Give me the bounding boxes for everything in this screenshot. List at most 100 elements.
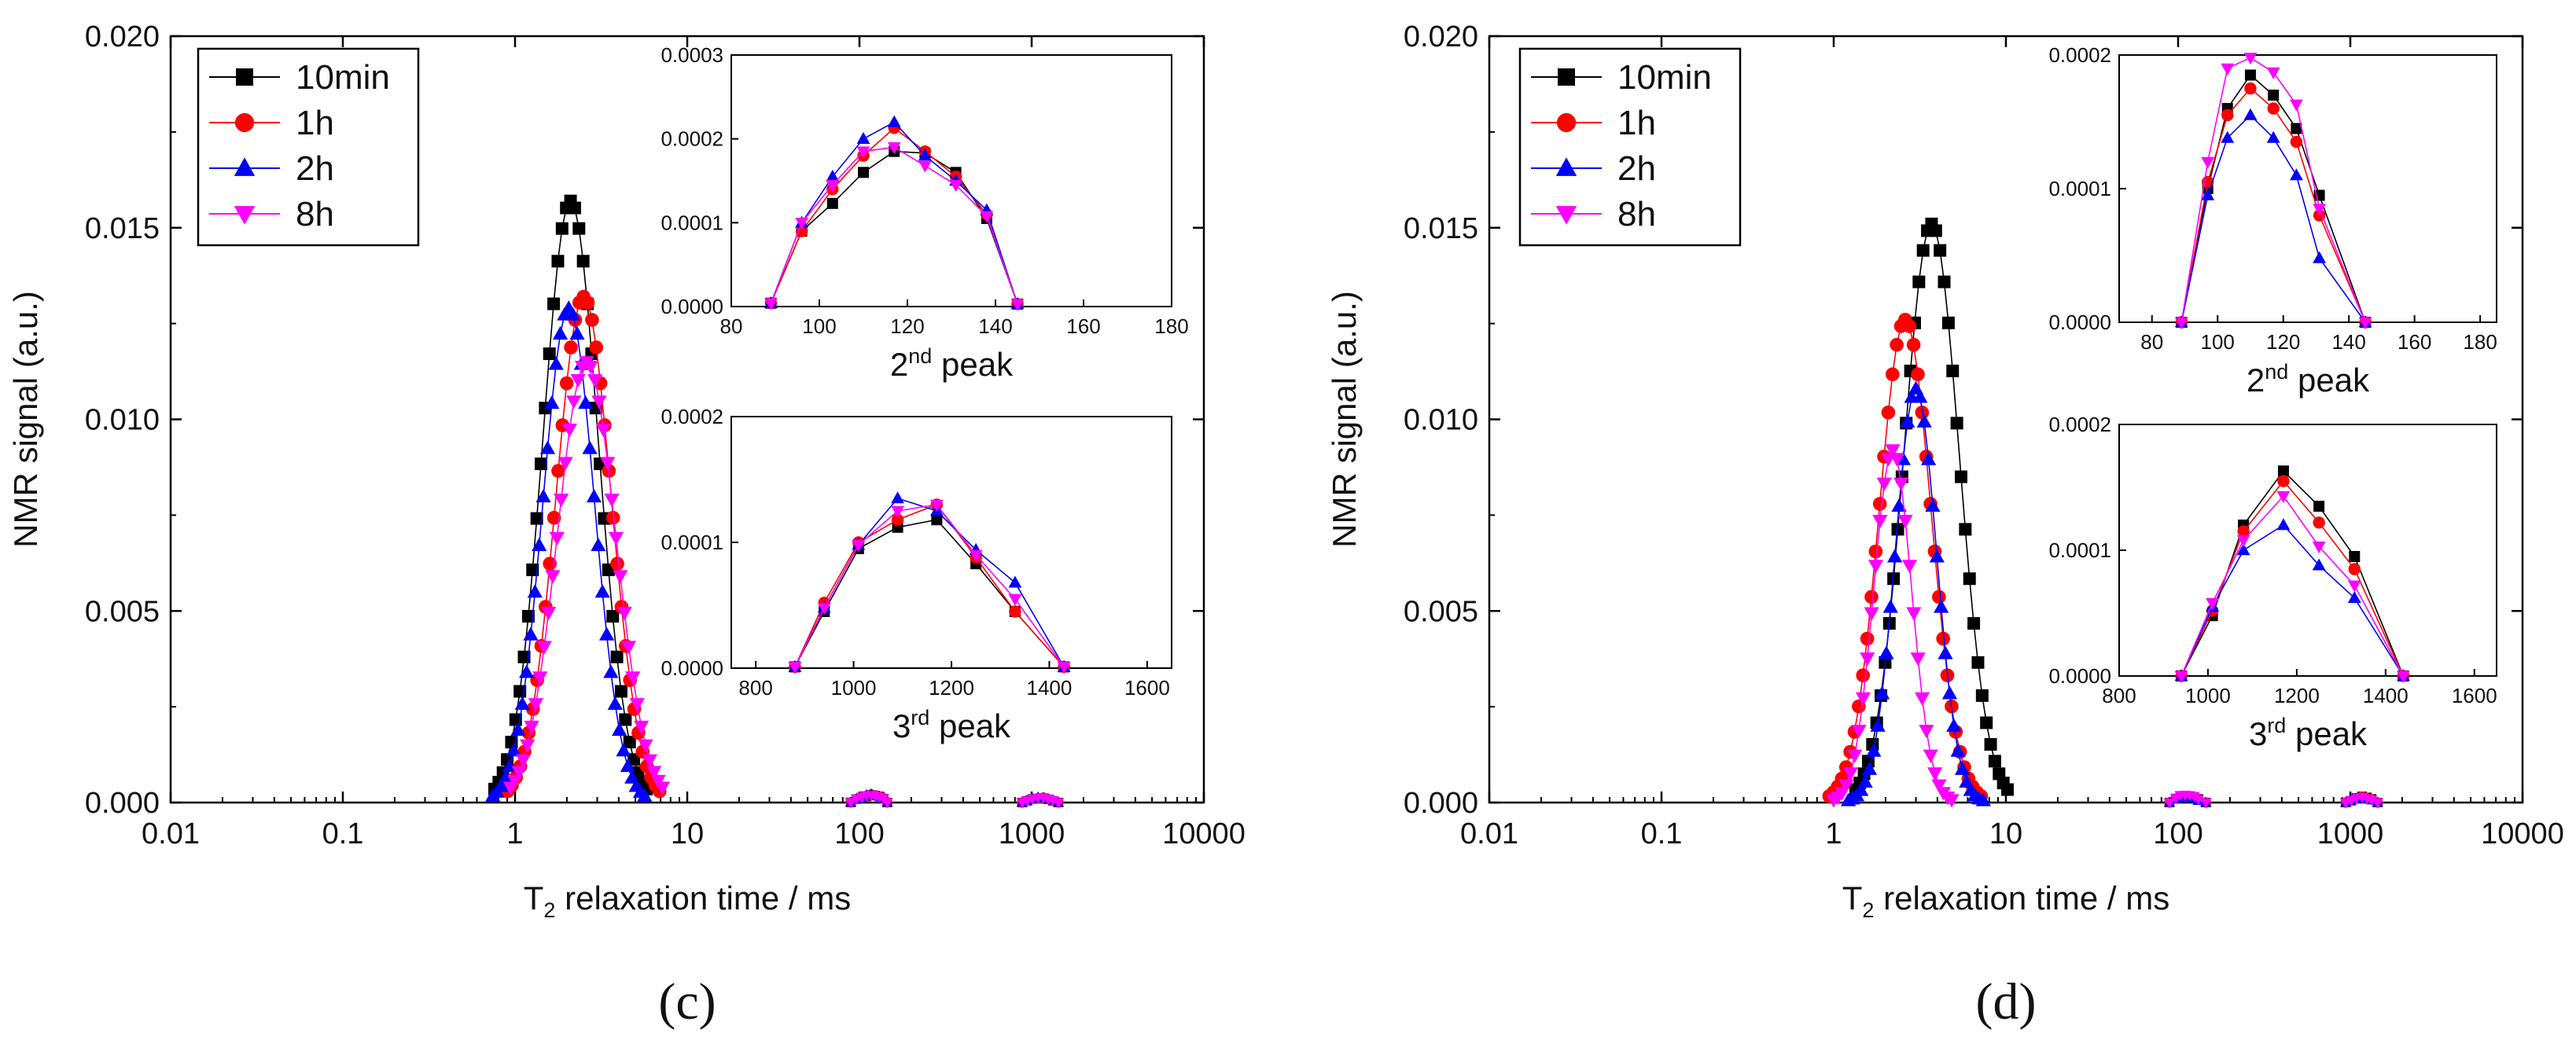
series-2h-point: [1866, 743, 1882, 757]
inset-caption: 2nd peak: [2247, 360, 2370, 399]
inset-y-tick-label: 0.0001: [2048, 538, 2111, 562]
series-2h-point: [1874, 685, 1890, 700]
inset-caption-sup: rd: [2267, 714, 2286, 737]
series-10min-point: [614, 685, 627, 698]
x-tick-label: 1: [506, 817, 523, 850]
series-2h-point: [582, 440, 598, 454]
x-axis-label-sub: 2: [1862, 898, 1874, 922]
inset-series-2h-point: [2221, 130, 2235, 143]
inset-series-8h-point: [1010, 299, 1025, 311]
series-10min-point: [623, 736, 636, 749]
x-tick-label: 10: [1989, 817, 2022, 850]
inset-caption-rest: peak: [929, 707, 1011, 744]
series-2h-point: [612, 722, 627, 737]
series-10min-point: [606, 610, 620, 623]
series-2h-point: [1929, 549, 1945, 563]
series-8h-hump-point: [2372, 798, 2383, 809]
x-axis-label-rest: relaxation time / ms: [555, 880, 851, 917]
legend: 10min 1h 2h 8h: [1518, 47, 1742, 247]
inset-x-tick-label: 1000: [2185, 684, 2231, 707]
series-1h-point: [1868, 544, 1883, 559]
series-8h-point: [616, 607, 632, 621]
inset-x-tick-label: 80: [2140, 330, 2163, 354]
series-10min-point: [547, 297, 561, 310]
series-2h-point: [552, 325, 569, 340]
inset-series-10min-line: [2180, 74, 2366, 323]
series-2h-point: [1912, 389, 1928, 403]
series-8h-point: [570, 373, 586, 388]
series-10min-point: [1934, 244, 1947, 257]
series-2h-point: [586, 488, 602, 503]
inset-y-tick-label: 0.0002: [661, 127, 723, 151]
series-8h-point: [536, 641, 552, 655]
inset-x-tick-label: 80: [720, 314, 743, 338]
series-8h-point: [1927, 767, 1943, 781]
series-2h-point: [607, 696, 623, 710]
x-axis-label: T2 relaxation time / ms: [524, 880, 851, 922]
x-tick-label: 0.01: [142, 817, 200, 850]
main-series-group: [485, 194, 1065, 809]
inset-series-2h-line: [2180, 114, 2366, 323]
inset-series-10min-point: [2291, 123, 2302, 134]
inset-series-8h-point: [2289, 99, 2303, 112]
series-10min-point: [576, 255, 590, 268]
inset-series-2h-point: [2276, 518, 2291, 531]
inset-caption: 3rd peak: [892, 706, 1011, 744]
y-tick-label: 0.010: [1404, 404, 1478, 437]
inset-series-8h-point: [826, 180, 840, 193]
inset-x-tick-label: 800: [738, 676, 772, 700]
inset-series-2h-point: [2289, 168, 2303, 181]
series-10min-point: [543, 347, 556, 361]
panel-label: (d): [1976, 973, 2037, 1030]
inset-x-tick-label: 140: [2331, 330, 2365, 354]
series-2h-point: [523, 626, 539, 641]
series-10min-point: [627, 753, 641, 766]
series-2h-point: [1857, 773, 1873, 788]
series-10min-point: [1938, 275, 1951, 288]
series-2h-point: [535, 488, 551, 503]
y-tick-label: 0.010: [85, 404, 160, 437]
series-8h-point: [1876, 477, 1892, 491]
inset-y-tick-label: 0.0000: [661, 656, 723, 680]
series-10min-point: [572, 222, 586, 235]
series-2h-point: [603, 664, 619, 678]
inset-series-1h-point: [1009, 605, 1021, 618]
series-2h-point: [1900, 413, 1915, 428]
inset-frame: [2118, 424, 2497, 677]
inset-series-8h-point: [2174, 317, 2188, 329]
series-10min-point: [521, 610, 535, 623]
inset-series-8h-point: [2347, 580, 2361, 593]
panel-label: (c): [658, 973, 716, 1030]
x-tick-label: 0.1: [1641, 817, 1683, 850]
series-2h-point: [548, 356, 564, 370]
series-1h-point: [605, 510, 620, 525]
series-2h-point: [1861, 761, 1878, 775]
series-10min-point: [555, 222, 569, 235]
inset-series-8h-point: [1057, 662, 1071, 674]
series-8h-hump-point: [1052, 798, 1065, 809]
series-10min-point: [1891, 523, 1904, 536]
inset-series-8h-point: [2174, 670, 2188, 683]
series-2h-point: [1916, 413, 1932, 428]
x-tick-label: 10000: [1162, 817, 1246, 850]
series-10min-point: [1887, 572, 1901, 586]
series-8h-hump-point: [2365, 795, 2378, 806]
inset-series-1h-line: [2180, 87, 2366, 323]
series-1h-point: [585, 313, 599, 327]
series-8h-point: [566, 395, 582, 410]
inset-x-tick-label: 160: [2398, 330, 2431, 354]
legend-label: 10min: [1617, 58, 1712, 97]
x-tick-label: 1000: [999, 817, 1065, 850]
inset-series-8h-point: [2358, 317, 2372, 329]
series-10min-point: [1963, 572, 1976, 586]
series-2h-point: [1934, 599, 1949, 613]
inset-y-tick-label: 0.0002: [661, 405, 723, 428]
series-8h-point: [1901, 560, 1918, 574]
legend-marker-10min: [236, 68, 253, 86]
inset-2nd-peak: 80 100 120 140 160 180 0.0000 0.0001 0.0002 0.000…: [661, 43, 1188, 383]
inset-series-8h-line: [794, 504, 1065, 667]
legend-label: 1h: [296, 104, 334, 142]
series-1h-point: [580, 296, 595, 310]
series-1h-point: [1881, 405, 1896, 420]
series-1h-point: [564, 340, 578, 355]
